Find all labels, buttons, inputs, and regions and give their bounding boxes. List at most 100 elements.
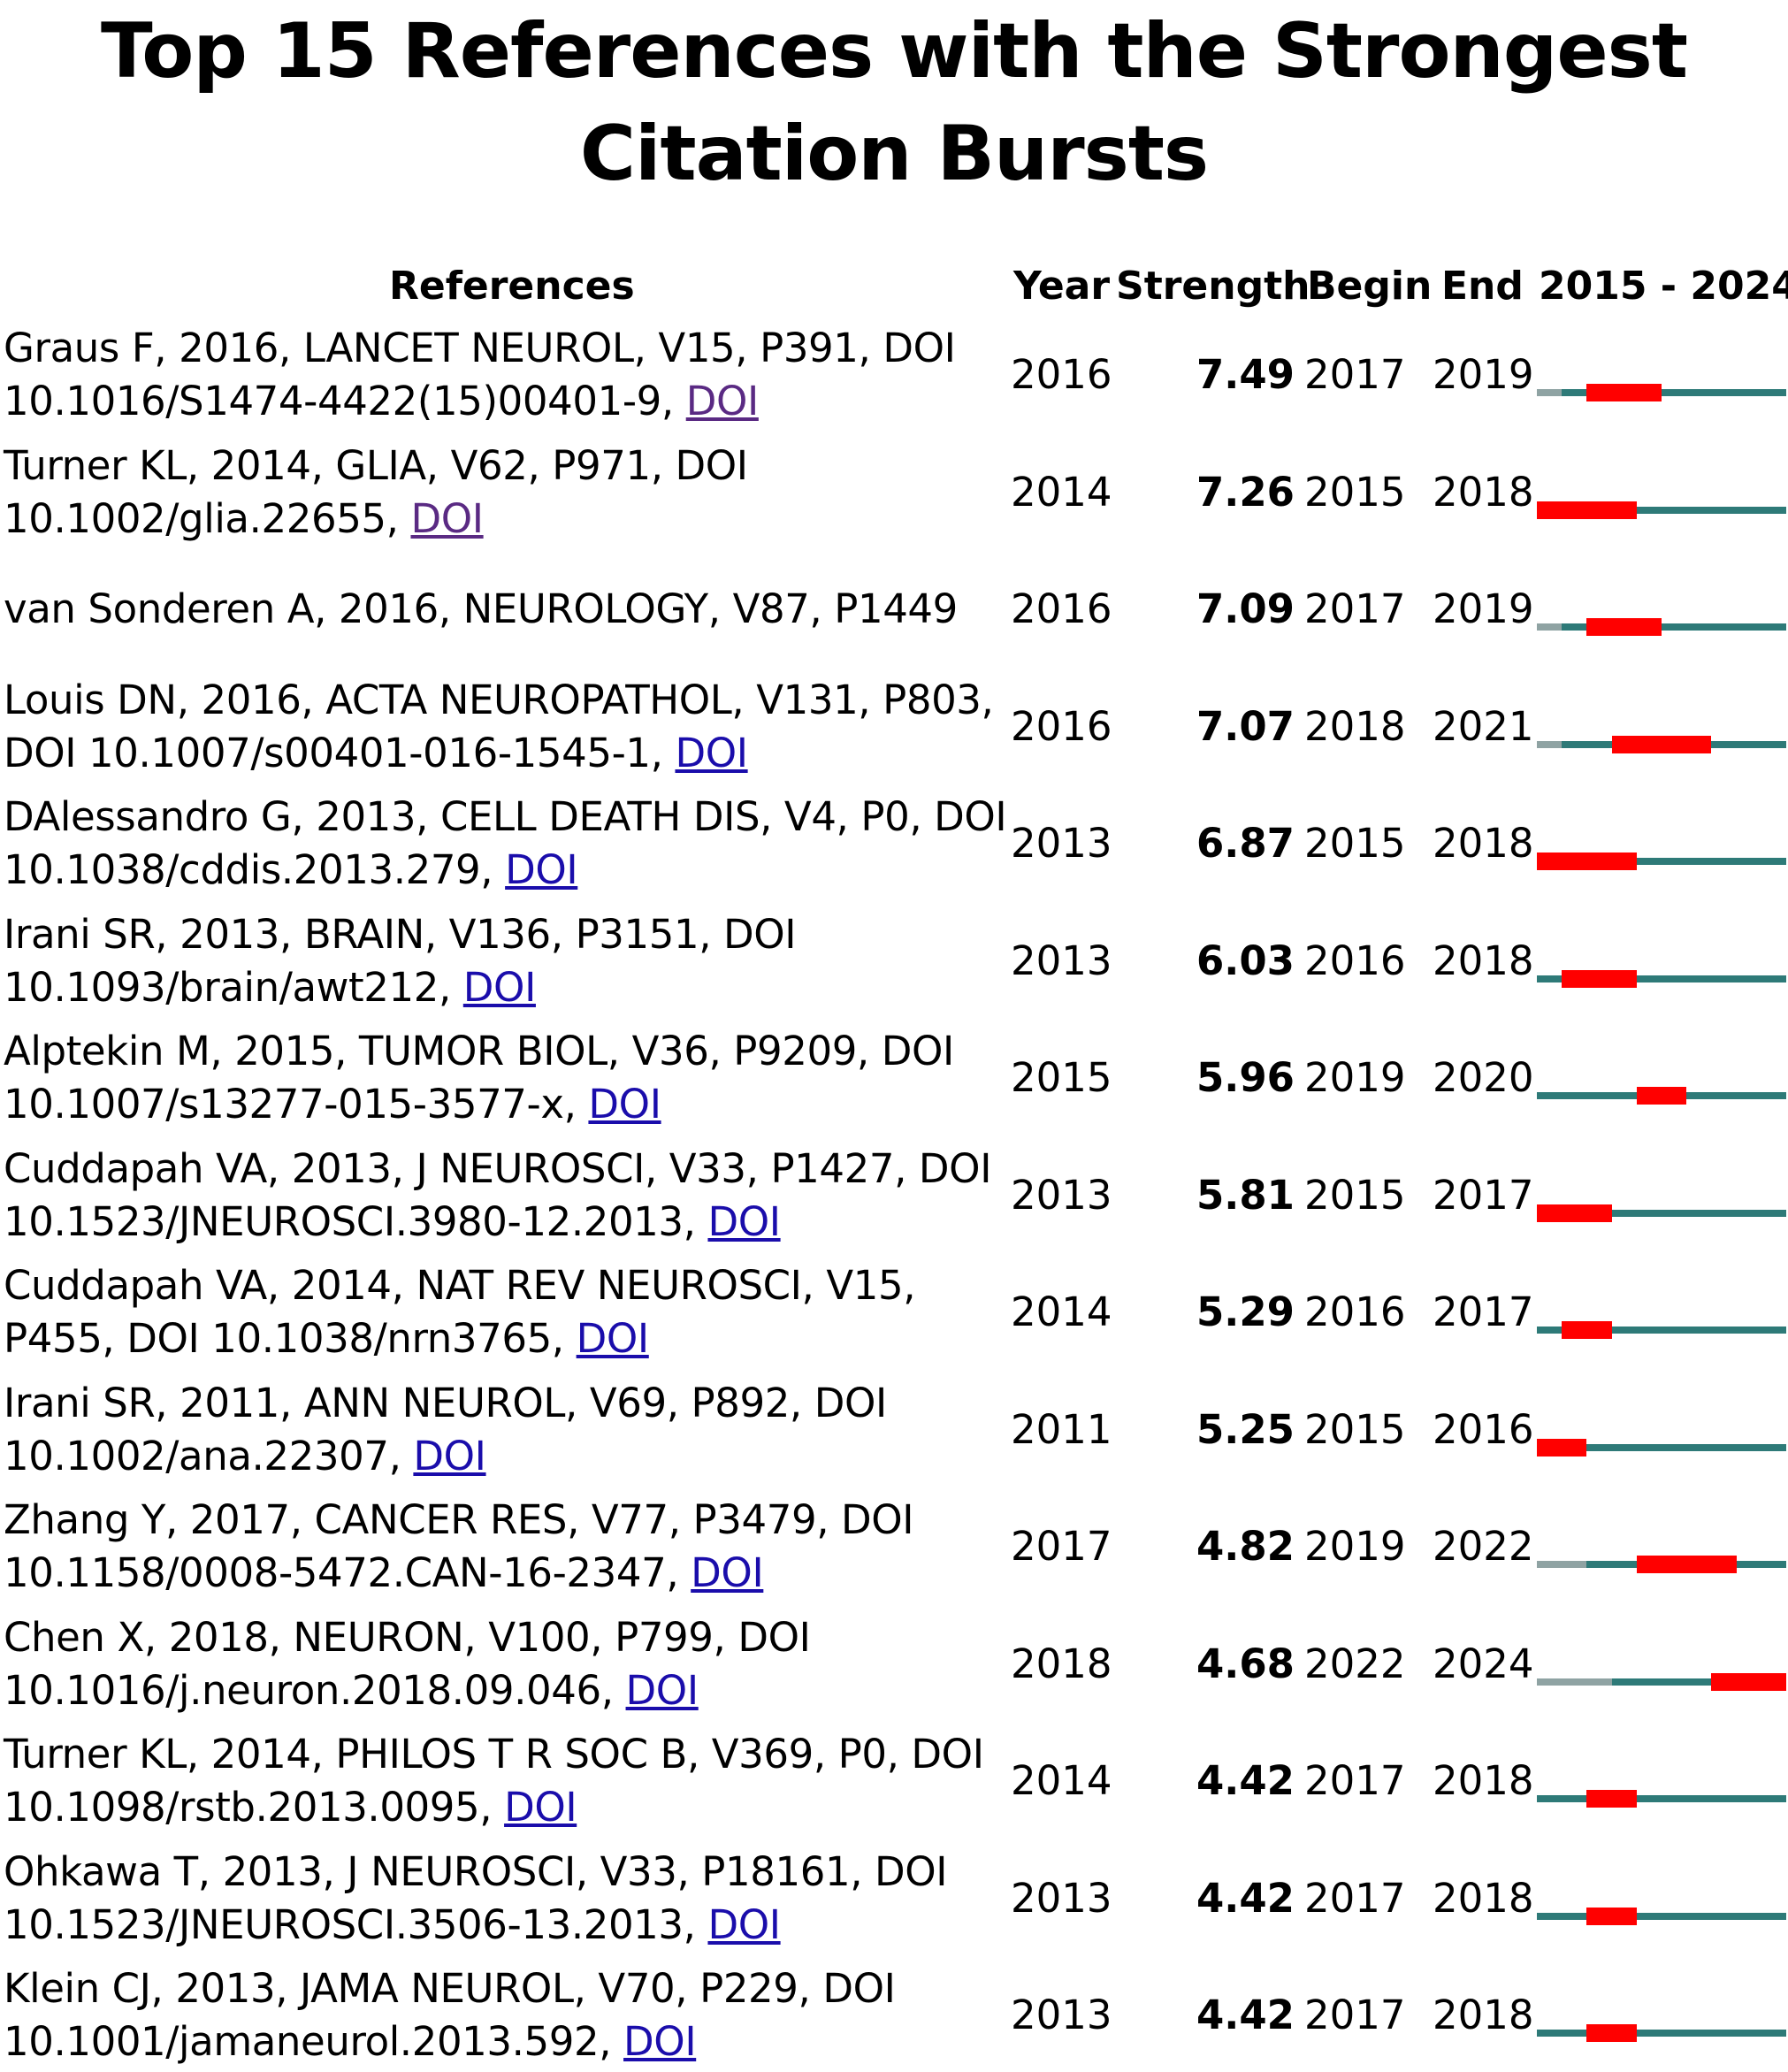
table-row: Turner KL, 2014, PHILOS T R SOC B, V369,… [0,1728,1788,1838]
reference-cell: Turner KL, 2014, GLIA, V62, P971, DOI 10.… [4,440,1001,546]
reference-text: 10.1093/brain/awt212, [4,964,463,1011]
doi-link[interactable]: DOI [504,1784,577,1831]
strength-cell: 6.03 [1196,937,1295,984]
reference-text: Graus F, 2016, LANCET NEUROL, V15, P391,… [4,325,956,371]
doi-link[interactable]: DOI [410,495,484,542]
end-cell: 2018 [1433,1757,1534,1804]
burst-timeline [1537,1321,1786,1339]
burst-timeline [1537,970,1786,988]
reference-text: 10.1007/s13277-015-3577-x, [4,1081,589,1128]
reference-line: Chen X, 2018, NEURON, V100, P799, DOI [4,1611,1001,1664]
doi-link[interactable]: DOI [685,378,760,424]
reference-text: Irani SR, 2011, ANN NEUROL, V69, P892, D… [4,1380,887,1426]
reference-text: DOI 10.1007/s00401-016-1545-1, [4,730,676,776]
begin-cell: 2017 [1304,1992,1406,2038]
reference-text: Irani SR, 2013, BRAIN, V136, P3151, DOI [4,911,797,958]
doi-link[interactable]: DOI [462,964,537,1011]
reference-line: 10.1038/cddis.2013.279, DOI [4,844,1001,897]
timeline-active [1537,1210,1786,1217]
strength-cell: 5.96 [1196,1054,1295,1101]
reference-text: Cuddapah VA, 2014, NAT REV NEUROSCI, V15… [4,1262,916,1309]
table-row: Irani SR, 2013, BRAIN, V136, P3151, DOI 1… [0,908,1788,1018]
year-cell: 2014 [1011,1757,1112,1804]
year-cell: 2014 [1011,1288,1112,1335]
year-cell: 2016 [1011,351,1112,398]
header-range: 2015 - 2024 [1539,264,1788,309]
burst-timeline [1537,1673,1786,1691]
burst-timeline [1537,2024,1786,2042]
burst-timeline [1537,1556,1786,1573]
reference-text: P455, DOI 10.1038/nrn3765, [4,1315,577,1362]
reference-cell: Irani SR, 2013, BRAIN, V136, P3151, DOI 1… [4,908,1001,1014]
burst-segment [1562,1321,1612,1339]
strength-cell: 6.87 [1196,820,1295,867]
strength-cell: 7.26 [1196,469,1295,516]
begin-cell: 2016 [1304,937,1406,984]
doi-link[interactable]: DOI [413,1433,486,1479]
burst-timeline [1537,1790,1786,1808]
begin-cell: 2015 [1304,469,1406,516]
burst-timeline [1537,618,1786,636]
reference-line: 10.1002/glia.22655, DOI [4,493,1001,546]
burst-segment [1586,618,1662,636]
strength-cell: 4.42 [1196,1757,1295,1804]
year-cell: 2014 [1011,469,1112,516]
reference-text: Louis DN, 2016, ACTA NEUROPATHOL, V131, … [4,677,994,723]
burst-table: Graus F, 2016, LANCET NEUROL, V15, P391,… [0,325,1788,2065]
begin-cell: 2017 [1304,585,1406,632]
table-row: DAlessandro G, 2013, CELL DEATH DIS, V4,… [0,791,1788,900]
reference-cell: Alptekin M, 2015, TUMOR BIOL, V36, P9209… [4,1025,1001,1131]
reference-text: 10.1016/j.neuron.2018.09.046, [4,1667,626,1714]
reference-cell: Ohkawa T, 2013, J NEUROSCI, V33, P18161,… [4,1846,1001,1952]
doi-link[interactable]: DOI [505,846,578,893]
doi-link[interactable]: DOI [707,1901,781,1948]
burst-timeline [1537,736,1786,753]
timeline-active [1562,389,1786,396]
burst-segment [1586,384,1662,401]
burst-timeline [1537,501,1786,519]
year-cell: 2015 [1011,1054,1112,1101]
doi-link[interactable]: DOI [625,1667,699,1714]
reference-line: Turner KL, 2014, GLIA, V62, P971, DOI [4,440,1001,493]
burst-timeline [1537,384,1786,401]
reference-line: 10.1001/jamaneurol.2013.592, DOI [4,2015,1001,2068]
reference-line: 10.1016/S1474-4422(15)00401-9, DOI [4,375,1001,428]
timeline-active [1537,1795,1786,1802]
doi-link[interactable]: DOI [675,730,748,776]
reference-cell: Chen X, 2018, NEURON, V100, P799, DOI 10.… [4,1611,1001,1717]
end-cell: 2022 [1433,1523,1534,1570]
table-row: Chen X, 2018, NEURON, V100, P799, DOI 10.… [0,1611,1788,1721]
year-cell: 2013 [1011,1172,1112,1219]
timeline-active [1537,1444,1786,1451]
end-cell: 2017 [1433,1288,1534,1335]
doi-link[interactable]: DOI [691,1549,764,1596]
doi-link[interactable]: DOI [623,2018,697,2065]
end-cell: 2019 [1433,351,1534,398]
end-cell: 2019 [1433,585,1534,632]
reference-text: Klein CJ, 2013, JAMA NEUROL, V70, P229, … [4,1965,896,2012]
reference-text: Chen X, 2018, NEURON, V100, P799, DOI [4,1614,811,1661]
reference-line: Turner KL, 2014, PHILOS T R SOC B, V369,… [4,1728,1001,1781]
reference-cell: Cuddapah VA, 2013, J NEUROSCI, V33, P142… [4,1143,1001,1249]
strength-cell: 4.82 [1196,1523,1295,1570]
reference-text: 10.1038/cddis.2013.279, [4,846,506,893]
burst-segment [1636,1087,1687,1105]
reference-cell: Irani SR, 2011, ANN NEUROL, V69, P892, D… [4,1377,1001,1483]
doi-link[interactable]: DOI [576,1315,650,1362]
reference-cell: Cuddapah VA, 2014, NAT REV NEUROSCI, V15… [4,1259,1001,1365]
table-row: Alptekin M, 2015, TUMOR BIOL, V36, P9209… [0,1025,1788,1135]
table-row: Louis DN, 2016, ACTA NEUROPATHOL, V131, … [0,674,1788,784]
reference-line: Zhang Y, 2017, CANCER RES, V77, P3479, D… [4,1494,1001,1547]
doi-link[interactable]: DOI [707,1198,781,1245]
burst-timeline [1537,853,1786,870]
table-row: Cuddapah VA, 2013, J NEUROSCI, V33, P142… [0,1143,1788,1252]
reference-text: 10.1523/JNEUROSCI.3980-12.2013, [4,1198,708,1245]
doi-link[interactable]: DOI [588,1081,661,1128]
reference-line: 10.1093/brain/awt212, DOI [4,961,1001,1014]
burst-segment [1586,1790,1637,1808]
reference-text: Zhang Y, 2017, CANCER RES, V77, P3479, D… [4,1496,914,1543]
reference-line: 10.1002/ana.22307, DOI [4,1430,1001,1483]
reference-text: 10.1001/jamaneurol.2013.592, [4,2018,624,2065]
timeline-active [1537,975,1786,982]
reference-text: 10.1002/glia.22655, [4,495,411,542]
